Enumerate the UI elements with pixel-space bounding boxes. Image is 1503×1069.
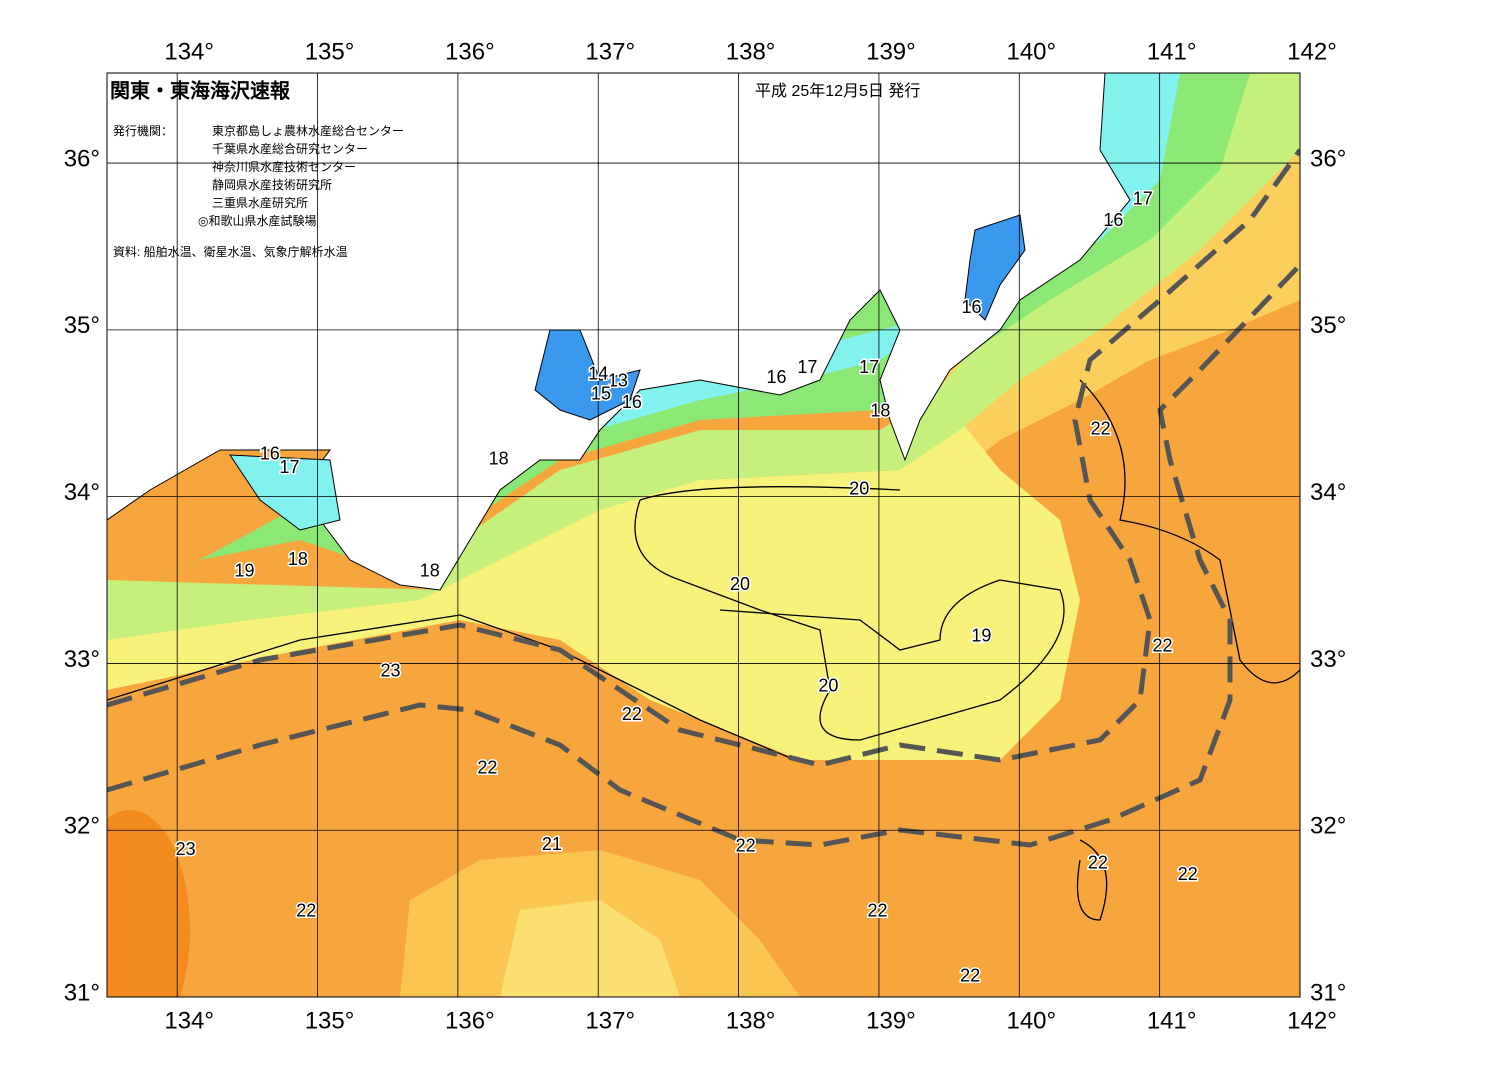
lat-label-left: 31°: [64, 979, 100, 1006]
isotherm-label: 21: [542, 834, 562, 854]
isotherm-label: 23: [176, 839, 196, 859]
isotherm-label: 18: [288, 549, 308, 569]
isotherm-label: 23: [380, 661, 400, 681]
isotherm-label: 22: [1088, 852, 1108, 872]
lon-label-bottom: 134°: [164, 1007, 214, 1034]
lon-label-top: 136°: [445, 38, 495, 65]
isotherm-label: 16: [962, 297, 982, 317]
cool-water: [107, 420, 1080, 760]
sst-field: [107, 73, 1300, 997]
isotherm-label: 14: [588, 364, 608, 384]
isotherm-label: 18: [420, 560, 440, 580]
lon-label-bottom: 138°: [726, 1007, 776, 1034]
lon-label-top: 138°: [726, 38, 776, 65]
lon-label-bottom: 140°: [1006, 1007, 1056, 1034]
isotherm-label: 22: [1178, 864, 1198, 884]
issuer: 三重県水産研究所: [212, 195, 308, 210]
lon-label-top: 135°: [305, 38, 355, 65]
title: 関東・東海海沢速報: [110, 78, 291, 102]
isotherm-label: 17: [1133, 189, 1153, 209]
lon-label-bottom: 139°: [866, 1007, 916, 1034]
isotherm-label: 13: [608, 370, 628, 390]
isotherm-label: 16: [766, 367, 786, 387]
cool-patch: [500, 900, 680, 997]
issuer: 静岡県水産技術研究所: [212, 177, 332, 192]
osaka-bay: [229, 454, 341, 531]
warm-patch: [107, 810, 190, 997]
isotherm-label: 22: [622, 704, 642, 724]
kuroshio-axis: [107, 148, 1300, 848]
map-frame: [106, 72, 1301, 998]
isotherm-label: 17: [279, 457, 299, 477]
isotherm-label: 20: [818, 676, 838, 696]
isotherm-label: 22: [736, 836, 756, 856]
lon-label-top: 141°: [1147, 38, 1197, 65]
isotherm-label: 22: [296, 901, 316, 921]
lat-label-right: 35°: [1310, 312, 1346, 339]
isotherm-label: 22: [868, 901, 888, 921]
lon-label-top: 142°: [1287, 38, 1337, 65]
lon-label-top: 139°: [866, 38, 916, 65]
lon-label-bottom: 136°: [445, 1007, 495, 1034]
isotherm-label: 17: [797, 357, 817, 377]
lon-label-top: 140°: [1006, 38, 1056, 65]
lon-label-bottom: 141°: [1147, 1007, 1197, 1034]
tokyo-bay: [964, 214, 1026, 321]
isotherm-label: 18: [489, 449, 509, 469]
isotherm-label: 22: [477, 757, 497, 777]
lon-label-top: 134°: [164, 38, 214, 65]
lon-label-top: 137°: [585, 38, 635, 65]
issuer: 東京都島しょ農林水産総合センター: [212, 123, 404, 138]
lat-label-right: 31°: [1310, 979, 1346, 1006]
lat-label-left: 36°: [64, 145, 100, 172]
isotherm-label: 22: [1152, 635, 1172, 655]
isotherm-label: 22: [960, 966, 980, 986]
isotherm-label: 15: [591, 384, 611, 404]
issue-date: 平成 25年12月5日 発行: [755, 82, 920, 100]
isotherm-label: 22: [1091, 419, 1111, 439]
isotherm-label: 18: [870, 400, 890, 420]
lat-label-right: 32°: [1310, 813, 1346, 840]
labels: 134° 134° 135° 135° 136° 136° 137° 137° 138° 138°…: [64, 38, 1347, 1034]
lon-label-bottom: 142°: [1287, 1007, 1337, 1034]
isotherm-label: 19: [971, 625, 991, 645]
issuer: ◎和歌山県水産試験場: [198, 213, 316, 228]
issuer-list: 東京都島しょ農林水産総合センター千葉県水産総合研究センター神奈川県水産技術センタ…: [198, 123, 404, 228]
graticule: [107, 73, 1300, 997]
isotherm-label: 20: [730, 574, 750, 594]
lat-label-right: 36°: [1310, 145, 1346, 172]
issuer-label: 発行機関：: [113, 123, 173, 138]
lat-label-right: 33°: [1310, 646, 1346, 673]
isotherm-label: 19: [235, 560, 255, 580]
lon-label-bottom: 137°: [585, 1007, 635, 1034]
isotherm-label: 16: [1103, 210, 1123, 230]
lat-label-left: 34°: [64, 479, 100, 506]
source: 資料: 船舶水温、衛星水温、気象庁解析水温: [113, 244, 348, 259]
isotherm-label: 16: [260, 444, 280, 464]
lat-label-left: 32°: [64, 813, 100, 840]
lon-label-bottom: 135°: [305, 1007, 355, 1034]
ise-bay: [534, 329, 641, 421]
lat-label-right: 34°: [1310, 479, 1346, 506]
lat-label-left: 33°: [64, 646, 100, 673]
isotherms: [107, 379, 1300, 921]
isotherm-label: 20: [849, 479, 869, 499]
lat-label-left: 35°: [64, 312, 100, 339]
issuer: 千葉県水産総合研究センター: [212, 141, 368, 156]
issuer: 神奈川県水産技術センター: [212, 159, 356, 174]
isotherm-label: 17: [859, 357, 879, 377]
isotherm-label: 16: [622, 392, 642, 412]
